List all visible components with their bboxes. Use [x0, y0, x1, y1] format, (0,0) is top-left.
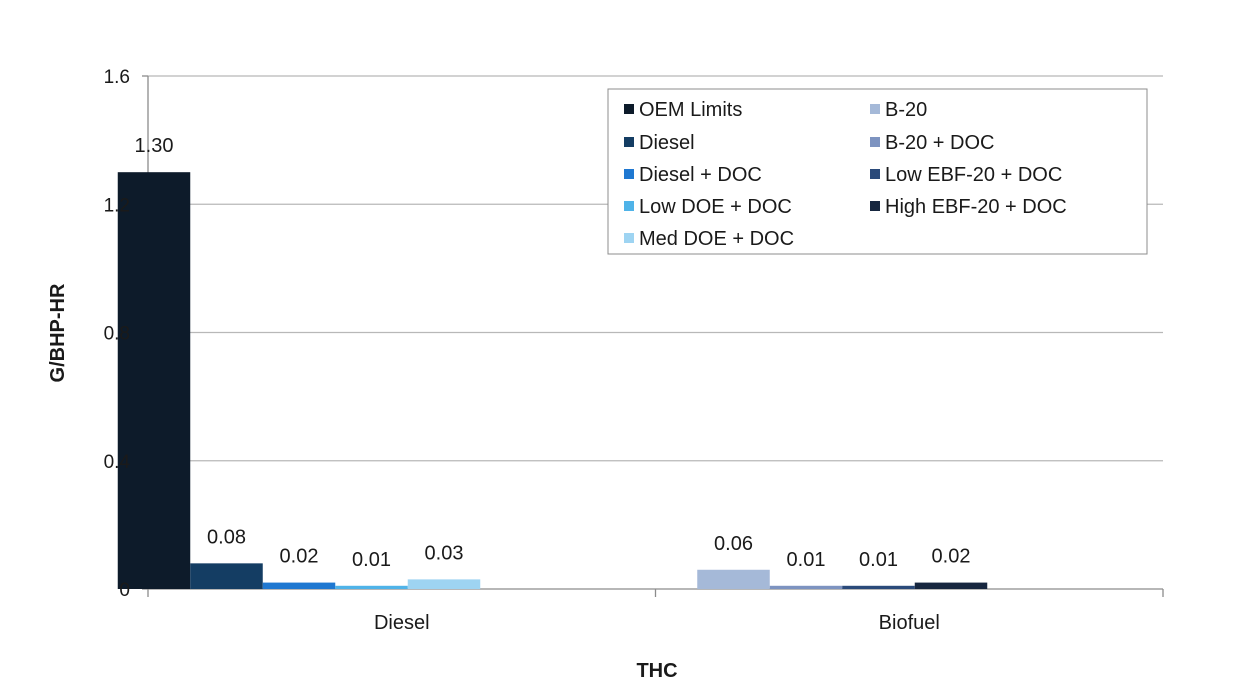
- bar: [190, 563, 263, 589]
- legend-entry: Diesel + DOC: [624, 164, 762, 186]
- category-labels: Diesel Biofuel: [374, 612, 940, 634]
- legend-label: Diesel + DOC: [639, 164, 762, 186]
- category-label: Biofuel: [879, 612, 940, 634]
- bar: [914, 582, 988, 589]
- legend-swatch: [870, 104, 880, 114]
- y-tick-label: 1.2: [104, 195, 130, 216]
- tick-labels: 0 0.4 0.8 1.2 1.6: [104, 67, 131, 601]
- legend-label: Diesel: [639, 132, 695, 154]
- y-tick-label: 0: [119, 580, 130, 601]
- legend-swatch: [624, 169, 634, 179]
- data-labels: 1.30 0.08 0.02 0.01 0.03 0.06 0.01 0.01 0.02: [135, 135, 971, 571]
- legend-entry: Diesel: [624, 132, 695, 154]
- y-tick-label: 0.4: [104, 452, 131, 473]
- y-tick-label: 0.8: [104, 324, 130, 345]
- legend-entry: High EBF-20 + DOC: [870, 196, 1067, 218]
- legend-swatch: [870, 201, 880, 211]
- legend-swatch: [624, 233, 634, 243]
- bar: [262, 582, 336, 589]
- data-label: 0.08: [207, 526, 246, 548]
- legend-entry: Low DOE + DOC: [624, 196, 792, 218]
- legend-label: Low EBF-20 + DOC: [885, 164, 1062, 186]
- legend-label: OEM Limits: [639, 99, 742, 121]
- legend-items: OEM Limits Diesel Diesel + DOC Low DOE + DO…: [624, 99, 1067, 250]
- legend-swatch: [624, 104, 634, 114]
- legend-label: High EBF-20 + DOC: [885, 196, 1067, 218]
- bar: [697, 569, 770, 589]
- legend-label: B-20: [885, 99, 927, 121]
- bar: [842, 585, 915, 589]
- legend-entry: Low EBF-20 + DOC: [870, 164, 1062, 186]
- legend-swatch: [624, 201, 634, 211]
- data-label: 0.01: [859, 549, 898, 571]
- legend-entry: Med DOE + DOC: [624, 228, 794, 250]
- data-label: 0.03: [425, 542, 464, 564]
- legend-entry: B-20: [870, 99, 927, 121]
- bar: [335, 585, 408, 589]
- data-label: 0.01: [352, 549, 391, 571]
- data-label: 0.06: [714, 533, 753, 555]
- data-label: 0.01: [787, 549, 826, 571]
- bar: [407, 579, 481, 589]
- data-label: 0.02: [932, 546, 971, 568]
- category-label: Diesel: [374, 612, 430, 634]
- x-axis-title: THC: [636, 660, 677, 682]
- y-axis-title: G/BHP-HR: [47, 283, 69, 382]
- legend-label: Low DOE + DOC: [639, 196, 792, 218]
- bars: [117, 172, 988, 589]
- legend-swatch: [870, 137, 880, 147]
- legend-label: B-20 + DOC: [885, 132, 994, 154]
- data-label: 0.02: [280, 546, 319, 568]
- data-label: 1.30: [135, 135, 174, 157]
- legend-label: Med DOE + DOC: [639, 228, 794, 250]
- bar: [117, 172, 191, 589]
- legend-entry: OEM Limits: [624, 99, 742, 121]
- legend-entry: B-20 + DOC: [870, 132, 994, 154]
- y-tick-label: 1.6: [104, 67, 130, 88]
- legend-swatch: [870, 169, 880, 179]
- legend: OEM Limits Diesel Diesel + DOC Low DOE + DO…: [607, 88, 1148, 255]
- bar: [769, 585, 843, 589]
- legend-swatch: [624, 137, 634, 147]
